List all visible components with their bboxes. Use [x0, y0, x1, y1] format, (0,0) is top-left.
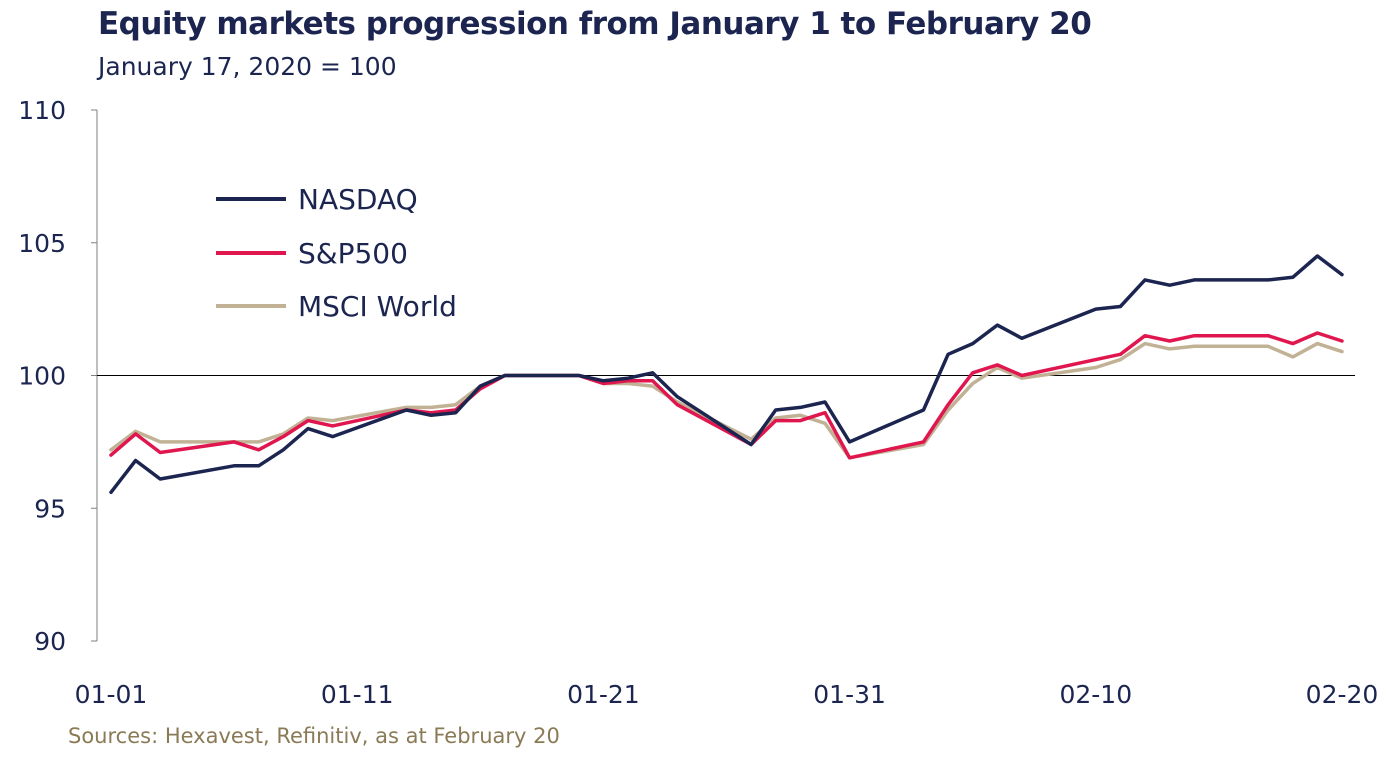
- x-tick-label: 01-11: [321, 680, 394, 709]
- legend-label-s-p500: S&P500: [298, 237, 408, 270]
- y-tick-label: 105: [18, 229, 66, 258]
- x-tick-label: 01-01: [75, 680, 148, 709]
- y-tick-label: 100: [18, 362, 66, 391]
- chart-subtitle: January 17, 2020 = 100: [98, 52, 397, 81]
- y-tick-label: 110: [18, 96, 66, 125]
- series-lines: [109, 254, 1344, 495]
- legend: NASDAQ S&P500 MSCI World: [216, 183, 457, 323]
- series-line-msci-world: [109, 341, 1344, 460]
- y-tick-label: 90: [34, 627, 66, 656]
- x-tick-label: 01-31: [813, 680, 886, 709]
- source-note: Sources: Hexavest, Refinitiv, as at Febr…: [68, 724, 560, 748]
- legend-label-msci-world: MSCI World: [298, 290, 457, 323]
- series-line-nasdaq: [109, 254, 1344, 495]
- x-tick-label: 01-21: [567, 680, 640, 709]
- y-tick-label: 95: [34, 494, 66, 523]
- chart-title: Equity markets progression from January …: [98, 6, 1092, 42]
- x-tick-label: 02-20: [1306, 680, 1379, 709]
- axes: 90 95 100 105 110 01-01 01-11 01-21 01-31 02-10 02…: [18, 96, 1378, 709]
- legend-label-nasdaq: NASDAQ: [298, 183, 418, 216]
- x-tick-label: 02-10: [1059, 680, 1132, 709]
